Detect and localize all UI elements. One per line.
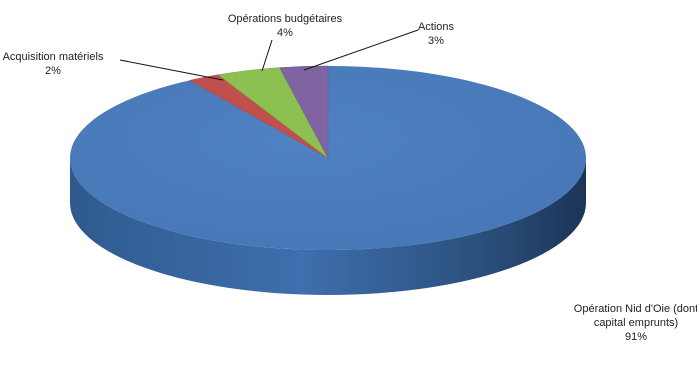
slice-percent-label: 91% [625, 331, 647, 343]
slice-name-label: Opération Nid d'Oie (dont [574, 303, 697, 315]
slice-labels: Opération Nid d'Oie (dont capital emprunt… [3, 13, 697, 343]
slice-label-3: Opérations budgétaires 4% [228, 13, 343, 39]
pie-slice-4 [279, 65, 329, 159]
leader-lines [119, 29, 419, 81]
leader-line-2 [119, 59, 224, 81]
slice-name-label: Actions [418, 21, 455, 33]
pie-side-layer [70, 158, 586, 295]
pie-side-1 [70, 158, 586, 295]
slice-name-label: Acquisition matériels [3, 51, 104, 63]
slice-percent-label: 2% [45, 65, 61, 77]
pie-top-layer [69, 65, 586, 250]
slice-percent-label: 4% [277, 27, 293, 39]
slice-percent-label: 3% [428, 35, 444, 47]
slice-label-1: Opération Nid d'Oie (dont capital emprunt… [574, 303, 697, 343]
slice-label-4: Actions 3% [418, 21, 455, 47]
slice-name-label: Opérations budgétaires [228, 13, 343, 25]
slice-name-label: capital emprunts) [594, 317, 678, 329]
leader-line-4 [303, 29, 419, 71]
leader-line-3 [261, 39, 273, 72]
slice-label-2: Acquisition matériels 2% [3, 51, 104, 77]
